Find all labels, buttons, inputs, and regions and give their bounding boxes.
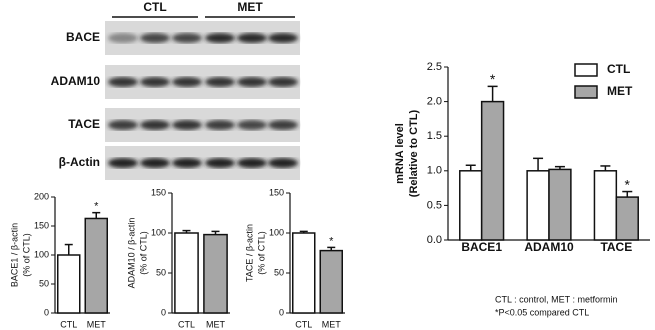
blot-band — [108, 33, 138, 43]
blot-band — [237, 158, 267, 168]
blot-band — [140, 158, 170, 168]
blot-band — [205, 120, 235, 130]
significance-mark: * — [94, 201, 99, 213]
y-axis-label: (Relative to CTL) — [408, 109, 420, 197]
blot-row-label: TACE — [68, 117, 100, 131]
blot-row-label: β-Actin — [59, 155, 100, 169]
legend-label: CTL — [607, 62, 630, 76]
y-tick-label: 0.5 — [427, 199, 442, 211]
significance-mark: * — [625, 176, 631, 192]
blot-band — [237, 33, 267, 43]
y-tick-label: 1.5 — [427, 130, 442, 142]
y-tick-label: 150 — [151, 187, 166, 197]
legend-swatch — [574, 63, 598, 77]
x-tick-label: MET — [87, 319, 107, 329]
x-tick-label: MET — [206, 319, 226, 329]
chart: 0 50 100 150 TACE / β-actin (% of CTL) CTL MET * — [244, 187, 345, 329]
bar — [548, 168, 572, 241]
y-tick-label: 0 — [44, 307, 49, 317]
y-axis-label: (% of CTL) — [256, 231, 266, 275]
y-tick-label: 1.0 — [427, 165, 442, 177]
blot-band — [140, 120, 170, 130]
x-tick-label: BACE1 — [461, 240, 502, 254]
y-tick-label: 0 — [161, 307, 166, 317]
blot-band — [172, 77, 202, 87]
blot-band — [268, 33, 298, 43]
y-axis-label: (% of CTL) — [21, 233, 31, 277]
y-tick-label: 150 — [269, 187, 284, 197]
x-tick-label: ADAM10 — [524, 240, 574, 254]
blot-band — [140, 77, 170, 87]
bar — [480, 100, 505, 241]
blot-row-label: ADAM10 — [51, 74, 101, 88]
blot-band — [268, 158, 298, 168]
blot-band — [205, 77, 235, 87]
bar — [203, 233, 228, 314]
y-tick-label: 100 — [34, 249, 49, 259]
footnote: *P<0.05 compared CTL — [495, 307, 589, 317]
bar — [292, 232, 316, 314]
bar — [459, 170, 483, 241]
legend-label: MET — [607, 84, 633, 98]
y-axis-label: BACE1 / β-actin — [9, 223, 19, 287]
blot-band — [172, 158, 202, 168]
y-tick-label: 50 — [274, 267, 284, 277]
y-tick-label: 2.5 — [427, 61, 442, 73]
y-tick-label: 50 — [39, 278, 49, 288]
bar — [174, 232, 199, 314]
blot-band — [108, 120, 138, 130]
blot-band — [237, 120, 267, 130]
x-tick-label: CTL — [60, 319, 77, 329]
y-tick-label: 100 — [151, 227, 166, 237]
blot-band — [172, 33, 202, 43]
blot-band — [268, 120, 298, 130]
bar — [319, 249, 343, 314]
y-tick-label: 200 — [34, 191, 49, 201]
bar — [84, 217, 108, 314]
bar — [615, 196, 639, 241]
bar — [526, 170, 550, 241]
blot-band — [205, 33, 235, 43]
x-tick-label: MET — [322, 319, 342, 329]
y-tick-label: 2.0 — [427, 96, 442, 108]
x-tick-label: CTL — [295, 319, 312, 329]
significance-mark: * — [490, 71, 496, 87]
y-tick-label: 0 — [279, 307, 284, 317]
y-axis-label: ADAM10 / β-actin — [126, 218, 136, 289]
blot-band — [108, 77, 138, 87]
blot-band — [172, 120, 202, 130]
y-tick-label: 50 — [156, 267, 166, 277]
bar — [593, 170, 618, 241]
y-axis-label: (% of CTL) — [138, 231, 148, 275]
x-tick-label: TACE — [600, 240, 632, 254]
y-tick-label: 150 — [34, 220, 49, 230]
chart: 0 50 100 150 200 BACE1 / β-actin (% of CTL) CTL… — [9, 191, 110, 329]
blot-band — [268, 77, 298, 87]
blot-band — [237, 77, 267, 87]
blot-group-label: CTL — [143, 0, 166, 14]
blot-band — [140, 33, 170, 43]
y-axis-label: mRNA level — [394, 123, 406, 184]
chart: 0.0 0.5 1.0 1.5 2.0 2.5 mRNA level (Relative to… — [394, 61, 650, 317]
significance-mark: * — [329, 235, 334, 247]
blot-row-label: BACE — [66, 30, 100, 44]
footnote: CTL : control, MET : metformin — [495, 294, 618, 304]
y-axis-label: TACE / β-actin — [244, 224, 254, 282]
bar — [57, 254, 81, 314]
chart: 0 50 100 150 ADAM10 / β-actin (% of CTL) CTL ME… — [126, 187, 230, 329]
x-tick-label: CTL — [178, 319, 195, 329]
blot-band — [108, 158, 138, 168]
blot-band — [205, 158, 235, 168]
blot-group-label: MET — [237, 0, 263, 14]
western-blot: BACE ADAM10 TACE β-Actin CTL MET — [51, 0, 300, 180]
y-tick-label: 0.0 — [427, 234, 442, 246]
y-tick-label: 100 — [269, 227, 284, 237]
legend-swatch — [574, 85, 598, 99]
